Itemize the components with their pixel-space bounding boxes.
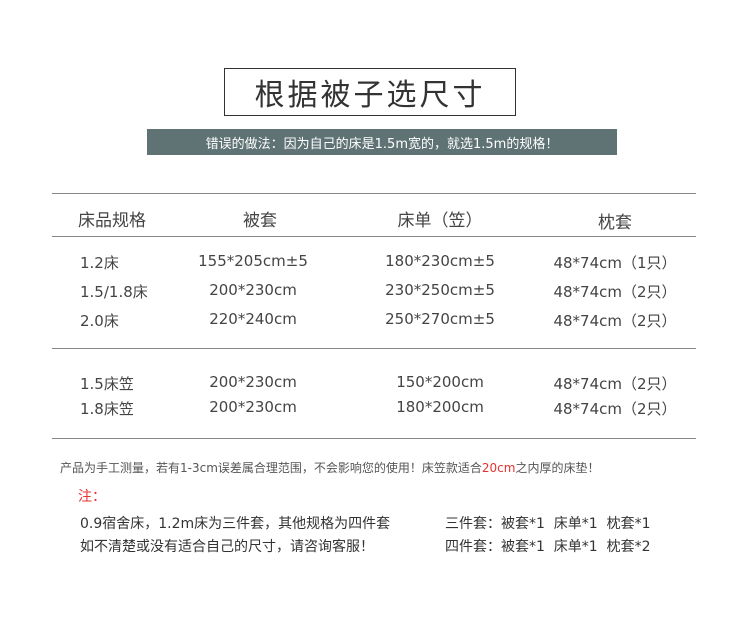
header-duvet-cover: 被套 [243, 211, 277, 231]
cell-sheet: 150*200cm [396, 373, 484, 391]
cell-pillowcase: 48*74cm（2只） [553, 283, 677, 301]
cell-duvet-cover: 200*230cm [209, 373, 297, 391]
table-divider [52, 193, 696, 194]
page-title: 根据被子选尺寸 [224, 68, 516, 116]
cell-sheet: 180*200cm [396, 398, 484, 416]
table-divider [52, 236, 696, 237]
cell-pillowcase: 48*74cm（2只） [553, 400, 677, 418]
cell-sheet: 180*230cm±5 [385, 252, 495, 270]
cell-bed-size: 1.2床 [80, 254, 119, 272]
header-sheet: 床单（笠） [397, 211, 483, 231]
table-divider [52, 438, 696, 439]
note-left-2: 如不清楚或没有适合自己的尺寸，请咨询客服！ [80, 539, 374, 555]
cell-duvet-cover: 200*230cm [209, 398, 297, 416]
disclaimer: 产品为手工测量，若有1-3cm误差属合理范围，不会影响您的使用！床笠款适合20c… [60, 459, 599, 476]
cell-pillowcase: 48*74cm（2只） [553, 312, 677, 330]
cell-duvet-cover: 220*240cm [209, 310, 297, 328]
cell-bed-size: 1.8床笠 [80, 400, 134, 418]
cell-pillowcase: 48*74cm（1只） [553, 254, 677, 272]
disclaimer-text-end: 之内厚的床垫！ [515, 461, 600, 475]
header-bed-size: 床品规格 [78, 211, 146, 231]
cell-sheet: 250*270cm±5 [385, 310, 495, 328]
disclaimer-text: 产品为手工测量，若有1-3cm误差属合理范围，不会影响您的使用！床笠款适合 [60, 461, 482, 475]
cell-bed-size: 1.5床笠 [80, 375, 134, 393]
cell-bed-size: 1.5/1.8床 [80, 283, 148, 301]
cell-bed-size: 2.0床 [80, 312, 119, 330]
disclaimer-highlight: 20cm [481, 461, 516, 475]
note-left-1: 0.9宿舍床，1.2m床为三件套，其他规格为四件套 [80, 516, 391, 532]
header-pillowcase: 枕套 [598, 213, 632, 233]
cell-duvet-cover: 155*205cm±5 [198, 252, 308, 270]
note-right-1: 三件套：被套*1 床单*1 枕套*1 [445, 516, 651, 532]
cell-sheet: 230*250cm±5 [385, 281, 495, 299]
note-label: 注： [78, 489, 106, 505]
table-divider [52, 348, 696, 349]
note-right-2: 四件套：被套*1 床单*1 枕套*2 [445, 539, 651, 555]
cell-duvet-cover: 200*230cm [209, 281, 297, 299]
cell-pillowcase: 48*74cm（2只） [553, 375, 677, 393]
warning-banner: 错误的做法：因为自己的床是1.5m宽的，就选1.5m的规格！ [147, 129, 617, 155]
